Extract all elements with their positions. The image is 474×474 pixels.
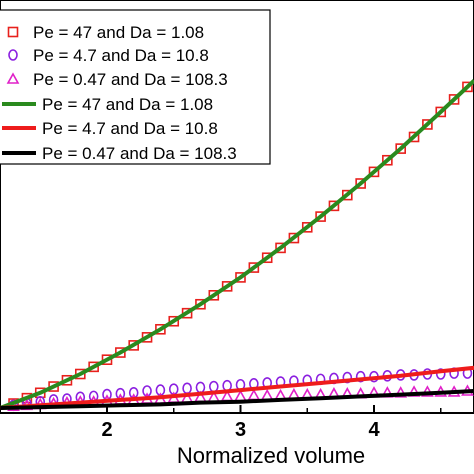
legend-entry-label: Pe = 4.7 and Da = 10.8 xyxy=(33,46,209,65)
square-marker xyxy=(275,242,286,254)
series-5 xyxy=(0,365,474,410)
series-line xyxy=(0,365,474,410)
series-line xyxy=(0,79,474,410)
square-marker xyxy=(168,315,180,327)
x-axis-label: Normalized volume xyxy=(177,443,365,468)
circle-marker xyxy=(355,370,366,383)
square-marker xyxy=(328,200,340,212)
series-6 xyxy=(0,389,474,410)
circle-marker xyxy=(142,385,152,397)
legend-entry-label: Pe = 0.47 and Da = 108.3 xyxy=(33,70,228,89)
legend-entry-label: Pe = 4.7 and Da = 10.8 xyxy=(42,119,218,138)
square-marker xyxy=(101,354,113,366)
square-marker xyxy=(462,81,473,93)
square-marker xyxy=(395,143,407,154)
square-marker xyxy=(408,131,420,143)
square-marker xyxy=(155,323,166,335)
x-tick-label: 3 xyxy=(235,419,246,441)
legend-box xyxy=(0,9,271,165)
legend-entry-label: Pe = 0.47 and Da = 108.3 xyxy=(42,144,237,163)
square-marker xyxy=(435,106,447,118)
legend-square-swatch xyxy=(7,26,19,38)
legend-triangle-swatch xyxy=(6,72,20,84)
square-marker xyxy=(288,232,300,244)
square-marker xyxy=(315,211,326,222)
square-marker xyxy=(382,154,393,166)
legend-entry-label: Pe = 47 and Da = 1.08 xyxy=(33,23,204,42)
circle-marker xyxy=(435,368,446,380)
square-marker xyxy=(341,189,353,201)
square-marker xyxy=(141,332,153,343)
legend-entry-label: Pe = 47 and Da = 1.08 xyxy=(42,95,213,114)
square-marker xyxy=(248,262,260,273)
square-marker xyxy=(221,281,233,292)
x-tick-label: 4 xyxy=(368,419,380,441)
x-tick-label: 2 xyxy=(101,419,112,441)
triangle-marker xyxy=(394,386,408,398)
series-line xyxy=(0,389,474,410)
square-marker xyxy=(368,166,380,178)
x-axis: 2 3 4 xyxy=(0,405,474,441)
series-4 xyxy=(0,79,474,410)
legend-circle-swatch xyxy=(8,49,18,61)
legend: Pe = 47 and Da = 1.08 Pe = 4.7 and Da = 1… xyxy=(0,9,271,165)
square-marker xyxy=(235,272,246,283)
square-marker xyxy=(208,289,220,301)
square-marker xyxy=(115,347,126,358)
square-marker xyxy=(195,298,206,310)
square-marker xyxy=(422,119,433,130)
square-marker xyxy=(355,178,366,189)
series-layer xyxy=(0,79,474,412)
square-marker xyxy=(261,252,273,264)
square-marker xyxy=(301,222,313,233)
square-marker xyxy=(88,361,99,373)
square-marker xyxy=(448,94,460,105)
